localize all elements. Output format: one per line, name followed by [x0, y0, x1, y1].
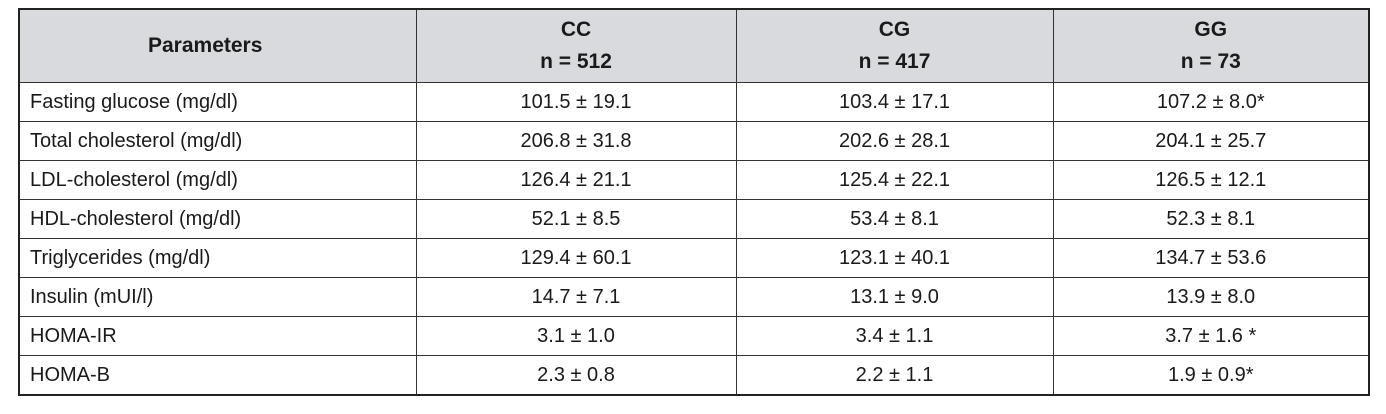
parameter-cell: HOMA-B	[18, 355, 417, 396]
table-row: Insulin (mUI/l) 14.7 ± 7.1 13.1 ± 9.0 13.9 …	[18, 277, 1370, 317]
value-cell: 134.7 ± 53.6	[1052, 238, 1370, 278]
value-cell: 125.4 ± 22.1	[735, 160, 1054, 200]
value-cell: 2.3 ± 0.8	[415, 355, 737, 396]
sample-size: n = 512	[540, 50, 612, 73]
value-cell: 3.7 ± 1.6 *	[1052, 316, 1370, 356]
table-body: Fasting glucose (mg/dl) 101.5 ± 19.1 103.4…	[18, 82, 1370, 396]
sample-size: n = 417	[858, 50, 931, 73]
parameter-cell: Total cholesterol (mg/dl)	[18, 121, 417, 161]
table-row: Total cholesterol (mg/dl) 206.8 ± 31.8 202…	[18, 121, 1370, 161]
value-cell: 206.8 ± 31.8	[415, 121, 737, 161]
value-cell: 13.1 ± 9.0	[735, 277, 1054, 317]
genotype: CC	[560, 18, 592, 41]
parameter-cell: Fasting glucose (mg/dl)	[18, 82, 417, 122]
sample-size: n = 73	[1180, 50, 1241, 73]
value-cell: 13.9 ± 8.0	[1052, 277, 1370, 317]
value-cell: 53.4 ± 8.1	[735, 199, 1054, 239]
value-cell: 129.4 ± 60.1	[415, 238, 737, 278]
header-row: Parameters CC n = 512 CG n = 417 GG n = 73	[18, 8, 1370, 83]
value-cell: 204.1 ± 25.7	[1052, 121, 1370, 161]
header-cell: CC n = 512	[415, 8, 737, 83]
table-row: Triglycerides (mg/dl) 129.4 ± 60.1 123.1 ±…	[18, 238, 1370, 278]
value-cell: 107.2 ± 8.0*	[1052, 82, 1370, 122]
value-cell: 3.4 ± 1.1	[735, 316, 1054, 356]
table-row: HOMA-B 2.3 ± 0.8 2.2 ± 1.1 1.9 ± 0.9*	[18, 355, 1370, 396]
table-row: Fasting glucose (mg/dl) 101.5 ± 19.1 103.4…	[18, 82, 1370, 122]
value-cell: 103.4 ± 17.1	[735, 82, 1054, 122]
value-cell: 52.1 ± 8.5	[415, 199, 737, 239]
table-header: Parameters CC n = 512 CG n = 417 GG n = 73	[18, 8, 1370, 83]
parameter-cell: Triglycerides (mg/dl)	[18, 238, 417, 278]
value-cell: 52.3 ± 8.1	[1052, 199, 1370, 239]
value-cell: 126.4 ± 21.1	[415, 160, 737, 200]
genotype: GG	[1194, 18, 1228, 41]
header-cell: GG n = 73	[1052, 8, 1370, 83]
value-cell: 1.9 ± 0.9*	[1052, 355, 1370, 396]
parameter-cell: HDL-cholesterol (mg/dl)	[18, 199, 417, 239]
table-row: HOMA-IR 3.1 ± 1.0 3.4 ± 1.1 3.7 ± 1.6 *	[18, 316, 1370, 356]
data-table: Parameters CC n = 512 CG n = 417 GG n = 73 Fa…	[18, 8, 1370, 396]
value-cell: 126.5 ± 12.1	[1052, 160, 1370, 200]
value-cell: 2.2 ± 1.1	[735, 355, 1054, 396]
genotype: CG	[878, 18, 911, 41]
value-cell: 14.7 ± 7.1	[415, 277, 737, 317]
parameter-cell: Insulin (mUI/l)	[18, 277, 417, 317]
table-row: LDL-cholesterol (mg/dl) 126.4 ± 21.1 125.4…	[18, 160, 1370, 200]
parameter-cell: LDL-cholesterol (mg/dl)	[18, 160, 417, 200]
table-row: HDL-cholesterol (mg/dl) 52.1 ± 8.5 53.4 ± …	[18, 199, 1370, 239]
value-cell: 3.1 ± 1.0	[415, 316, 737, 356]
header-cell: Parameters	[18, 8, 417, 83]
value-cell: 101.5 ± 19.1	[415, 82, 737, 122]
parameter-cell: HOMA-IR	[18, 316, 417, 356]
value-cell: 202.6 ± 28.1	[735, 121, 1054, 161]
value-cell: 123.1 ± 40.1	[735, 238, 1054, 278]
header-cell: CG n = 417	[735, 8, 1054, 83]
